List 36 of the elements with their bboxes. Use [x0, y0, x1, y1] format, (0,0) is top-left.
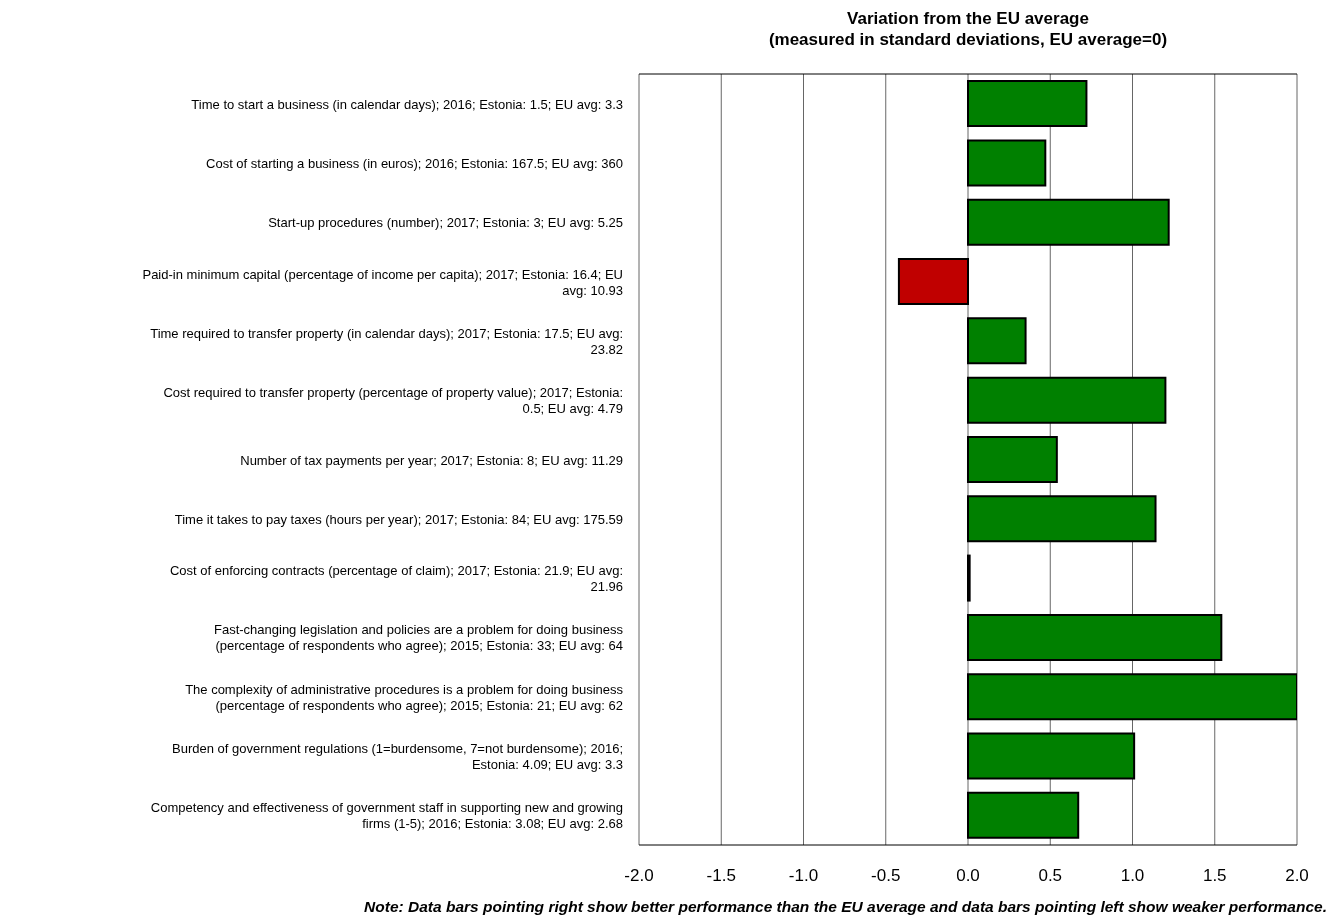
y-tick-label: Competency and effectiveness of government staff in supporting new and growing firms (1-5); 2016; Estonia: 3.08; EU avg: 2.68: [150, 799, 623, 831]
y-tick-label: The complexity of administrative procedures is a problem for doing business (percentage of respondents who agree); 2015; Estonia: 21; EU avg: 62: [185, 681, 624, 713]
bar: [967, 673, 1297, 721]
x-tick-label: 0.5: [1038, 866, 1063, 886]
bar: [967, 376, 1167, 424]
x-tick-label: 1.5: [1202, 866, 1227, 886]
y-tick-label: Time to start a business (in calendar days); 2016; Estonia: 1.5; EU avg: 3.3: [191, 96, 623, 112]
bar: [967, 791, 1080, 839]
x-tick-label: 2.0: [1285, 866, 1309, 886]
y-tick-label: Fast-changing legislation and policies are a problem for doing business (percentage of respondents who agree); 2015; Estonia: 33; EU avg: 64: [213, 621, 624, 653]
y-tick-label: Number of tax payments per year; 2017; Estonia: 8; EU avg: 11.29: [240, 452, 623, 467]
y-tick-label: Time it takes to pay taxes (hours per year); 2017; Estonia: 84; EU avg: 175.59: [174, 511, 623, 527]
x-tick-label: 1.0: [1120, 866, 1145, 886]
chart-title: Variation from the EU average (measured in standard deviations, EU average=0): [767, 8, 1169, 50]
y-tick-label: Cost required to transfer property (percentage of property value); 2017; Estonia: 0.5; EU avg: 4.79: [163, 384, 623, 416]
x-tick-label: 0.0: [956, 866, 980, 886]
bar: [967, 435, 1058, 483]
y-tick-label: Paid-in minimum capital (percentage of income per capita); 2017; Estonia: 16.4; EU avg: 10.93: [142, 266, 623, 298]
bar: [967, 495, 1157, 543]
bar: [967, 198, 1170, 246]
x-tick-label: -1.5: [706, 866, 736, 886]
bar: [967, 317, 1027, 365]
x-tick-label: -1.0: [788, 866, 819, 886]
x-tick-label: -2.0: [624, 866, 654, 886]
y-tick-label: Burden of government regulations (1=burdensome, 7=not burdensome); 2016; Estonia: 4.09; EU avg: 3.3: [172, 740, 623, 772]
bar: [967, 80, 1088, 128]
y-tick-label: Start-up procedures (number); 2017; Estonia: 3; EU avg: 5.25: [268, 214, 623, 230]
bar: [967, 139, 1047, 187]
text: Note: Data bars pointing right show better performance than the EU average and data bars pointing left show weaker performance.: [363, 898, 1327, 915]
bar: [967, 613, 1223, 661]
x-tick-label: -0.5: [871, 866, 901, 886]
y-tick-label: Cost of enforcing contracts (percentage of claim); 2017; Estonia: 21.9; EU avg: 21.96: [169, 562, 623, 594]
y-tick-label: Time required to transfer property (in calendar days); 2017; Estonia: 17.5; EU avg: 23.82: [150, 325, 623, 357]
bar: [967, 732, 1136, 780]
bar: [897, 258, 969, 306]
y-tick-label: Cost of starting a business (in euros); 2016; Estonia: 167.5; EU avg: 360: [206, 155, 623, 171]
